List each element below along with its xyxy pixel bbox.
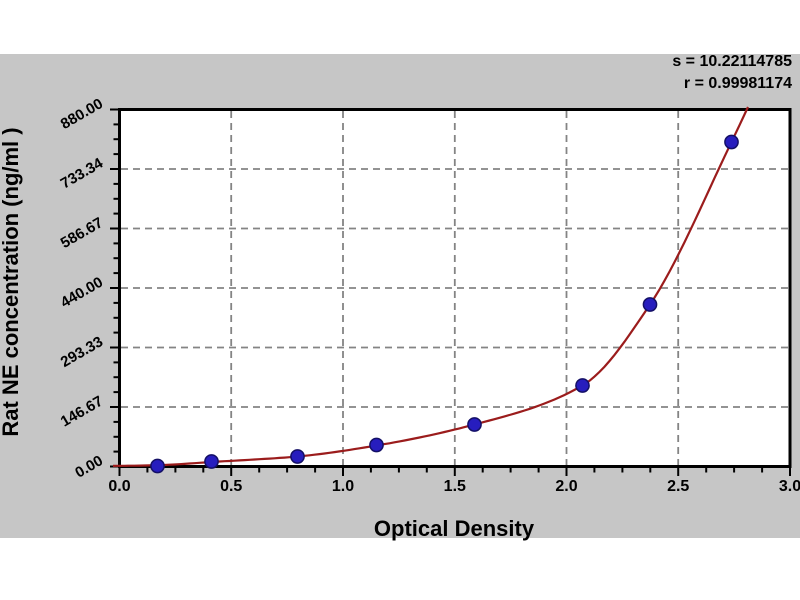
svg-text:s = 10.22114785: s = 10.22114785 [672,53,792,70]
svg-text:1.0: 1.0 [332,478,354,495]
svg-text:Optical Density: Optical Density [374,516,535,541]
svg-text:1.5: 1.5 [444,478,466,495]
svg-text:2.0: 2.0 [555,478,577,495]
svg-text:3.0: 3.0 [779,478,800,495]
svg-text:Rat NE concentration (ng/ml ): Rat NE concentration (ng/ml ) [0,127,23,436]
svg-text:2.5: 2.5 [667,478,689,495]
svg-text:0.5: 0.5 [220,478,242,495]
svg-text:0.0: 0.0 [108,478,130,495]
svg-text:r = 0.99981174: r = 0.99981174 [684,75,792,92]
